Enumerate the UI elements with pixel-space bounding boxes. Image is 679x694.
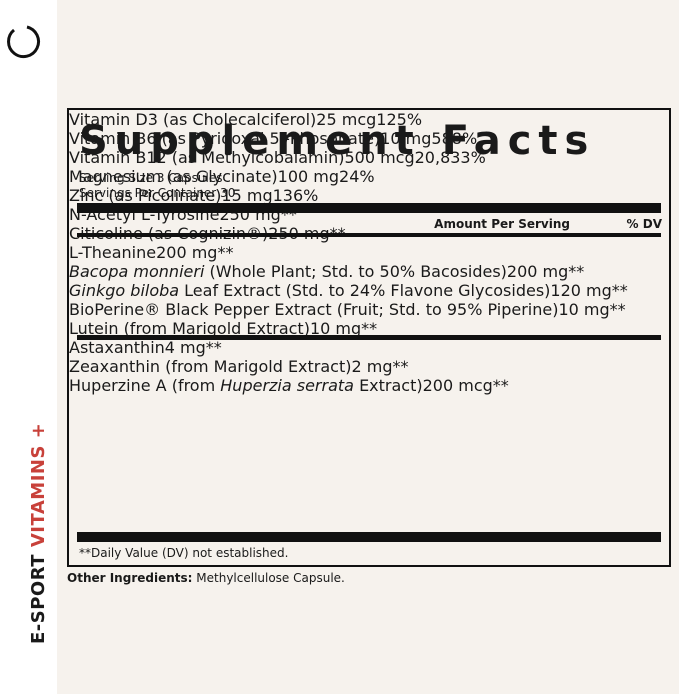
amount: 10 mg <box>558 300 610 319</box>
daily-value: ** <box>568 262 585 281</box>
daily-value: 588% <box>431 129 478 148</box>
amount: 200 mcg <box>422 376 493 395</box>
thick-rule <box>77 532 661 542</box>
amount: 200 mg <box>156 243 218 262</box>
other-ingredients-text: Methylcellulose Capsule. <box>196 571 345 585</box>
daily-value: ** <box>217 243 234 262</box>
brand-part: + <box>28 422 49 439</box>
name-part: (Whole Plant; Std. to 50% Bacosides) <box>209 262 507 281</box>
facts-row: Astaxanthin4 mg** <box>69 338 669 357</box>
side-strip: E-SPORT VITAMINS + <box>0 0 57 694</box>
amount: 500 mcg <box>344 148 415 167</box>
amount: 200 mg <box>506 262 569 281</box>
facts-panel: Supplement Facts Serving Size 3 Capsules… <box>67 108 671 567</box>
facts-row: Lutein (from Marigold Extract)10 mg** <box>69 319 669 338</box>
name-part: Bacopa monnieri <box>69 262 205 281</box>
facts-row: Vitamin B6 (as Pyridoxal 5'-Phosphate)10… <box>69 129 669 148</box>
daily-value: 136% <box>272 186 319 205</box>
other-ingredients: Other Ingredients: Methylcellulose Capsu… <box>67 571 345 585</box>
brand-part: VITAMINS <box>28 445 49 548</box>
amount: 15 mg <box>221 186 273 205</box>
facts-row: Zinc (as Picolinate)15 mg136% <box>69 186 669 205</box>
facts-row: Vitamin D3 (as Cholecalciferol)25 mcg125… <box>69 110 669 129</box>
nutrient-name: BioPerine® Black Pepper Extract (Fruit; … <box>69 300 559 319</box>
facts-row: Huperzine A (from Huperzia serrata Extra… <box>69 376 669 395</box>
nutrient-name: Vitamin D3 (as Cholecalciferol) <box>69 110 317 129</box>
rule <box>77 335 661 340</box>
amount: 120 mg <box>550 281 612 300</box>
nutrient-name: Zinc (as Picolinate) <box>69 186 222 205</box>
serving-size: Serving Size 3 Capsules <box>79 171 223 185</box>
nutrient-name: Magnesium (as Glycinate) <box>69 167 278 186</box>
brand-part: E-SPORT <box>28 553 49 644</box>
nutrient-name: Ginkgo biloba Leaf Extract (Std. to 24% … <box>69 281 550 300</box>
name-part: Huperzine A (from <box>69 376 216 395</box>
nutrient-name: Lutein (from Marigold Extract) <box>69 319 310 338</box>
name-part: Extract) <box>359 376 423 395</box>
daily-value: ** <box>492 376 509 395</box>
servings-per-container: Servings Per Container 30 <box>79 186 236 200</box>
daily-value: 24% <box>339 167 375 186</box>
name-part: Huperzia serrata <box>220 376 354 395</box>
facts-row: BioPerine® Black Pepper Extract (Fruit; … <box>69 300 669 319</box>
facts-row: Ginkgo biloba Leaf Extract (Std. to 24% … <box>69 281 669 300</box>
daily-value: ** <box>611 281 628 300</box>
title: Supplement Facts <box>79 118 596 164</box>
nutrient-name: L-Theanine <box>69 243 157 262</box>
amount: 10 mg <box>309 319 362 338</box>
facts-row: Bacopa monnieri (Whole Plant; Std. to 50… <box>69 262 669 281</box>
daily-value: ** <box>392 357 409 376</box>
logo-ring <box>7 25 40 59</box>
facts-row: Magnesium (as Glycinate)100 mg24% <box>69 167 669 186</box>
brand: E-SPORT VITAMINS + <box>28 423 49 644</box>
amount: 4 mg <box>164 338 206 357</box>
facts-row: Vitamin B12 (as Methylcobalamin)500 mcg2… <box>69 148 669 167</box>
name-part: Ginkgo biloba <box>69 281 180 300</box>
amount: 10 mg <box>380 129 432 148</box>
nutrient-name: Vitamin B12 (as Methylcobalamin) <box>69 148 345 167</box>
nutrient-name: Bacopa monnieri (Whole Plant; Std. to 50… <box>69 262 507 281</box>
nutrient-name: Zeaxanthin (from Marigold Extract) <box>69 357 352 376</box>
nutrient-name: Astaxanthin <box>69 338 165 357</box>
nutrient-name: Vitamin B6 (as Pyridoxal 5'-Phosphate) <box>69 129 381 148</box>
dv-header: % DV <box>626 217 662 231</box>
other-ingredients-label: Other Ingredients: <box>67 571 193 585</box>
daily-value: 125% <box>376 110 423 129</box>
facts-row: L-Theanine200 mg** <box>69 243 669 262</box>
thick-rule <box>77 203 661 213</box>
amount: 2 mg <box>351 357 393 376</box>
name-part: Leaf Extract (Std. to 24% Flavone Glycos… <box>184 281 551 300</box>
rule <box>77 233 661 237</box>
amount: 100 mg <box>277 167 340 186</box>
amount: 25 mcg <box>316 110 377 129</box>
facts-row: Zeaxanthin (from Marigold Extract)2 mg** <box>69 357 669 376</box>
daily-value: 20,833% <box>414 148 486 167</box>
daily-value: ** <box>205 338 222 357</box>
logo <box>7 25 40 59</box>
footnote: **Daily Value (DV) not established. <box>79 546 289 560</box>
daily-value: ** <box>361 319 378 338</box>
daily-value: ** <box>609 300 626 319</box>
nutrient-name: Huperzine A (from Huperzia serrata Extra… <box>69 376 423 395</box>
amount-header: Amount Per Serving <box>434 217 570 231</box>
